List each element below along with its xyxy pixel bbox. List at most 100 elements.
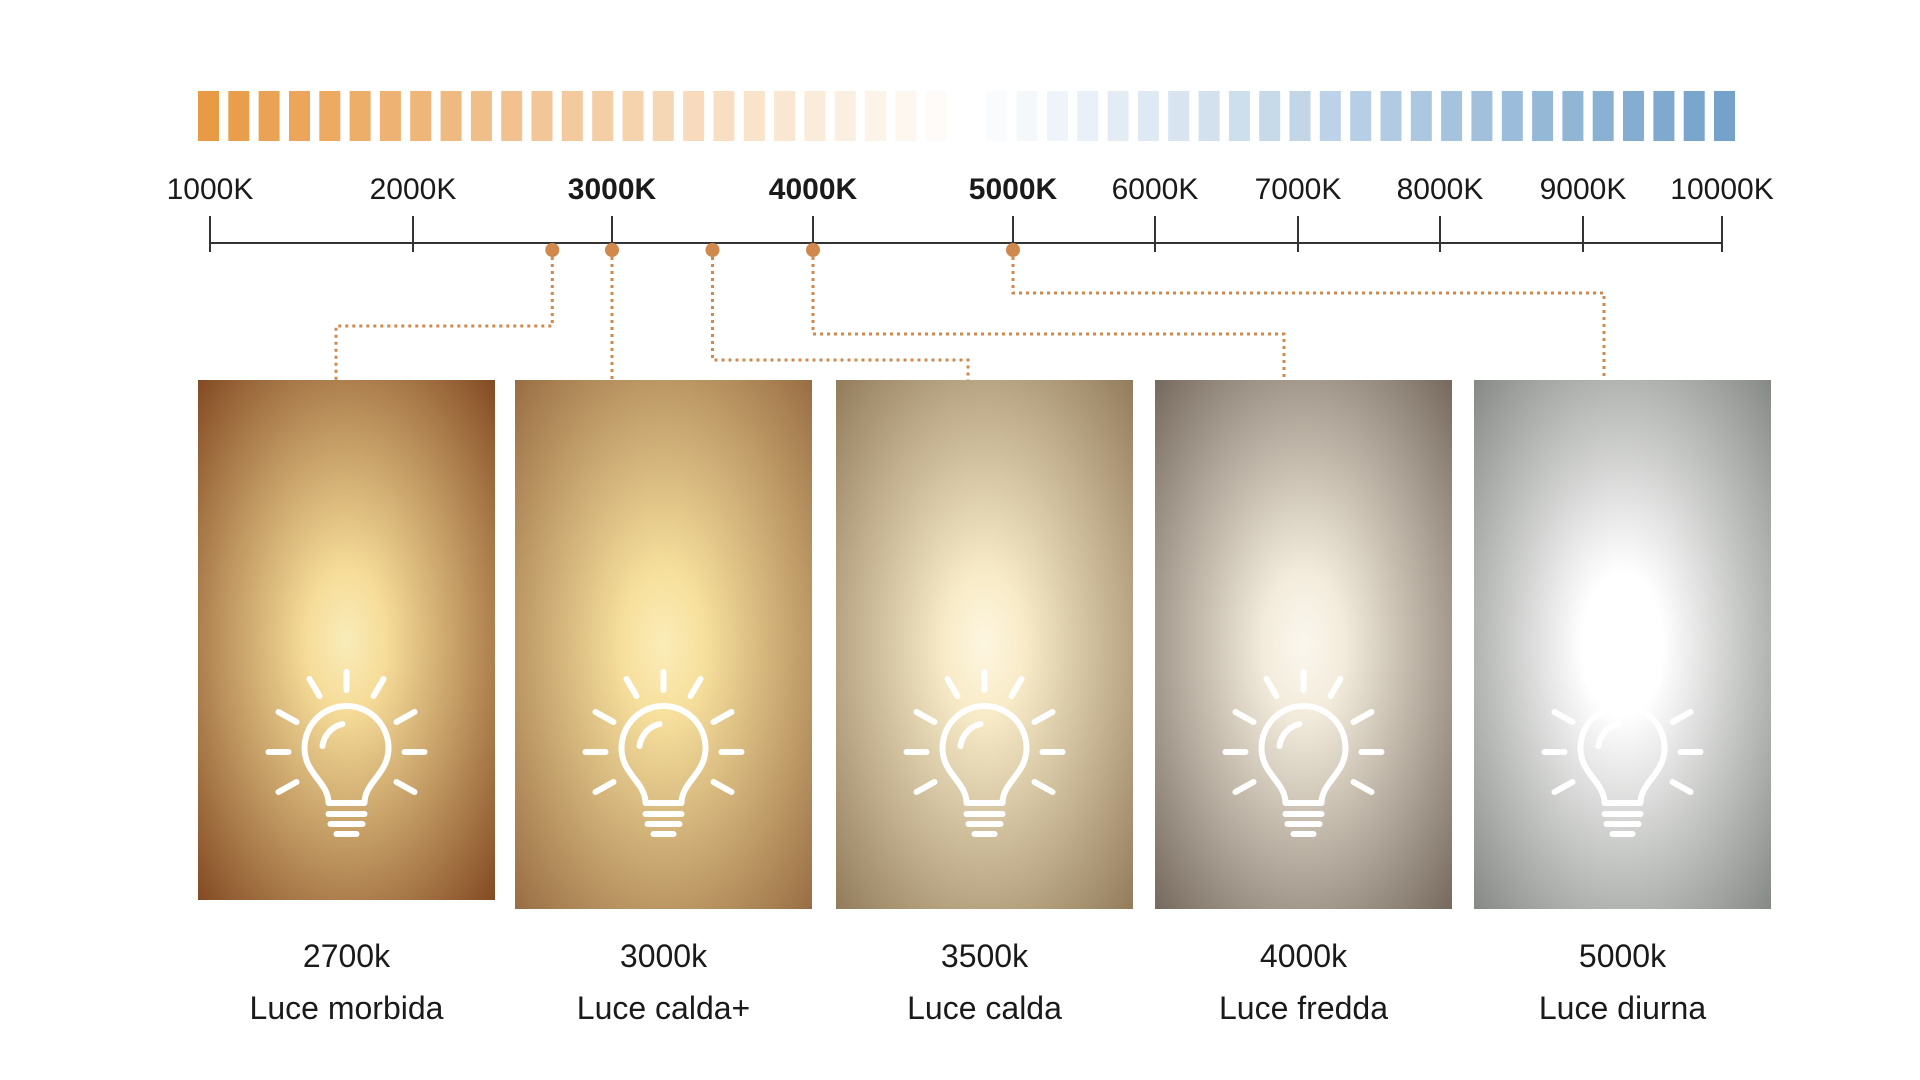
gradient-segment	[895, 91, 917, 141]
gradient-segment	[683, 91, 705, 141]
lightbulb-icon	[903, 669, 1066, 837]
sample-name-label: Luce morbida	[250, 990, 444, 1026]
gradient-segment	[1683, 91, 1705, 141]
gradient-segment	[1714, 91, 1735, 141]
scale-tick-label: 3000K	[568, 173, 657, 206]
gradient-segment	[289, 91, 310, 141]
sample-connector	[334, 250, 554, 380]
temperature-axis	[209, 216, 1723, 252]
gradient-segment	[1198, 91, 1220, 141]
scale-tick-label: 2000K	[370, 173, 457, 206]
gradient-segment	[1016, 91, 1038, 141]
scale-tick-label: 5000K	[969, 173, 1058, 206]
gradient-segment	[1168, 91, 1190, 141]
gradient-segment	[1380, 91, 1402, 141]
temperature-gradient-bar	[198, 91, 1735, 141]
sample-connector	[1011, 250, 1606, 380]
sample-connector	[811, 250, 1286, 380]
sample-name-label: Luce calda+	[577, 990, 750, 1026]
light-sample-panel	[198, 380, 495, 900]
sample-marker	[806, 243, 820, 257]
sample-name-label: Luce calda	[907, 990, 1062, 1026]
lightbulb-icon	[1222, 669, 1385, 837]
gradient-segment	[440, 91, 462, 141]
light-swatch	[1474, 380, 1771, 909]
light-sample-panel	[1474, 380, 1771, 909]
gradient-segment	[470, 91, 492, 141]
sample-name-label: Luce fredda	[1219, 990, 1388, 1026]
gradient-segment	[1047, 91, 1068, 141]
sample-temperature-label: 4000k	[1260, 938, 1348, 974]
light-swatch	[1155, 380, 1452, 909]
gradient-segment	[561, 91, 583, 141]
gradient-segment	[258, 91, 280, 141]
gradient-segment	[349, 91, 371, 141]
gradient-segment	[1653, 91, 1675, 141]
gradient-segment	[925, 91, 947, 141]
scale-tick-label: 4000K	[769, 173, 858, 206]
sample-marker	[605, 243, 619, 257]
light-swatch	[836, 380, 1133, 909]
scale-tick-label: 1000K	[167, 173, 254, 206]
gradient-segment	[1532, 91, 1554, 141]
gradient-segment	[379, 91, 401, 141]
gradient-segment	[1137, 91, 1159, 141]
sample-marker	[545, 243, 560, 257]
sample-connector	[711, 250, 970, 380]
gradient-segment	[1228, 91, 1250, 141]
sample-temperature-label: 3000k	[620, 938, 708, 974]
gradient-segment	[501, 91, 523, 141]
gradient-segment	[1410, 91, 1432, 141]
gradient-segment	[652, 91, 674, 141]
light-sample-panel	[515, 380, 812, 909]
sample-temperature-label: 5000k	[1579, 938, 1667, 974]
sample-name-label: Luce diurna	[1539, 990, 1706, 1026]
gradient-segment	[1350, 91, 1372, 141]
gradient-segment	[865, 91, 886, 141]
gradient-segment	[834, 91, 856, 141]
gradient-segment	[1319, 91, 1341, 141]
gradient-segment	[319, 91, 341, 141]
gradient-segment	[228, 91, 250, 141]
gradient-segment	[198, 91, 219, 141]
gradient-segment	[1623, 91, 1644, 141]
sample-temperature-label: 2700k	[303, 938, 391, 974]
gradient-segment	[986, 91, 1008, 141]
light-sample-panels	[198, 380, 1771, 909]
gradient-segment	[410, 91, 432, 141]
light-swatch	[515, 380, 812, 909]
gradient-segment	[804, 91, 826, 141]
gradient-segment	[713, 91, 735, 141]
sample-temperature-label: 3500k	[941, 938, 1029, 974]
light-sample-panel	[836, 380, 1133, 909]
scale-tick-label: 10000K	[1670, 173, 1773, 206]
sample-marker	[1006, 243, 1020, 257]
light-sample-captions: 2700k Luce morbida 3000k Luce calda+ 3500k Lu…	[250, 938, 1707, 1026]
gradient-segment	[1107, 91, 1129, 141]
gradient-segment	[1562, 91, 1584, 141]
light-sample-panel	[1155, 380, 1452, 909]
gradient-segment	[531, 91, 553, 141]
scale-tick-label: 7000K	[1255, 173, 1342, 206]
scale-tick-label: 6000K	[1112, 173, 1199, 206]
lightbulb-icon	[1541, 669, 1704, 837]
gradient-segment	[1441, 91, 1463, 141]
gradient-segment	[956, 91, 977, 141]
gradient-segment	[743, 91, 765, 141]
gradient-segment	[1592, 91, 1614, 141]
gradient-segment	[1501, 91, 1523, 141]
gradient-segment	[1259, 91, 1281, 141]
temperature-scale-labels: 1000K 2000K 3000K 4000K 5000K 6000K 7000K 8000K…	[167, 173, 1774, 206]
gradient-segment	[622, 91, 644, 141]
scale-tick-label: 9000K	[1540, 173, 1627, 206]
gradient-segment	[774, 91, 796, 141]
gradient-segment	[1077, 91, 1099, 141]
gradient-segment	[1289, 91, 1311, 141]
gradient-segment	[1471, 91, 1493, 141]
lightbulb-icon	[265, 669, 428, 837]
sample-marker	[705, 243, 720, 257]
scale-tick-label: 8000K	[1397, 173, 1484, 206]
gradient-segment	[592, 91, 614, 141]
lightbulb-icon	[582, 669, 745, 837]
